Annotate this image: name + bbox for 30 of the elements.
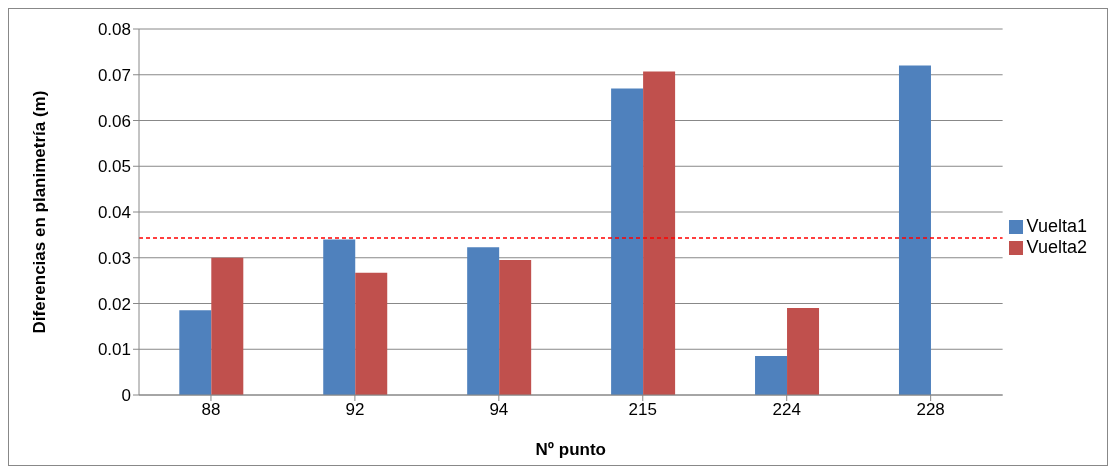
bar xyxy=(355,272,388,395)
x-tick-label: 92 xyxy=(345,400,365,420)
y-tick-label: 0.05 xyxy=(97,157,131,177)
x-tick-label: 228 xyxy=(916,400,945,420)
x-tick-label: 88 xyxy=(201,400,221,420)
bar xyxy=(499,260,532,395)
bar xyxy=(211,257,244,395)
legend-label: Vuelta2 xyxy=(1026,237,1087,257)
x-axis-title: Nº punto xyxy=(535,440,607,459)
x-tick-label: 94 xyxy=(489,400,509,420)
bar xyxy=(755,356,788,395)
y-tick-label: 0 xyxy=(121,386,131,406)
bar xyxy=(467,247,500,395)
bar xyxy=(898,65,931,395)
bar xyxy=(643,71,676,395)
bar xyxy=(787,308,820,395)
y-tick-label: 0.08 xyxy=(97,20,131,40)
y-axis-title: Diferencias en planimetría (m) xyxy=(30,90,50,334)
y-tick-label: 0.03 xyxy=(97,248,131,268)
legend-label: Vuelta1 xyxy=(1026,216,1087,236)
bar xyxy=(323,239,356,395)
bar xyxy=(611,88,644,395)
y-tick-label: 0.06 xyxy=(97,111,131,131)
y-tick-label: 0.07 xyxy=(97,65,131,85)
y-tick-label: 0.04 xyxy=(97,203,131,223)
x-tick-label: 215 xyxy=(628,400,657,420)
y-tick-label: 0.01 xyxy=(97,340,131,360)
y-tick-label: 0.02 xyxy=(97,294,131,314)
bar xyxy=(179,310,212,395)
x-tick-label: 224 xyxy=(772,400,801,420)
